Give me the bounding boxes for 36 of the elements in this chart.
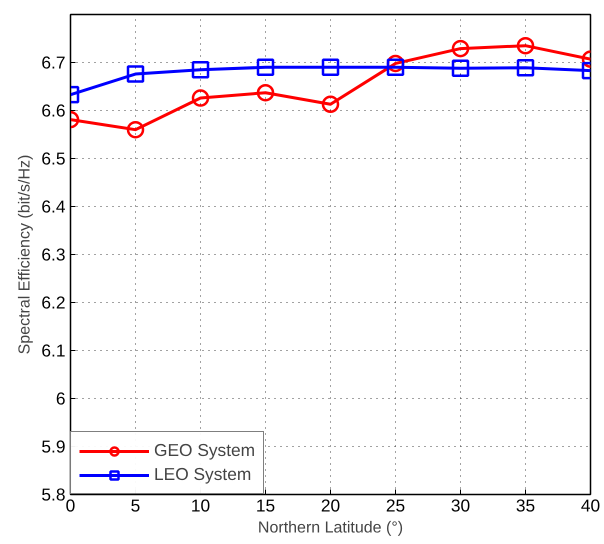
y-tick-label: 6.5 — [41, 148, 66, 168]
point — [516, 36, 534, 54]
x-tick-label: 35 — [516, 496, 536, 516]
point — [386, 58, 404, 76]
point — [516, 59, 534, 77]
y-tick-label: 6.7 — [41, 52, 66, 72]
y-axis-title: Spectral Efficiency (bit/s/Hz) — [16, 154, 34, 354]
y-tick-label: 5.8 — [41, 484, 66, 504]
x-tick-label: 0 — [66, 496, 76, 516]
x-tick-label: 30 — [450, 496, 470, 516]
point — [256, 58, 274, 76]
point — [192, 60, 210, 78]
x-tick-label: 5 — [130, 496, 140, 516]
x-tick-label: 10 — [190, 496, 210, 516]
legend-label: GEO System — [154, 440, 256, 461]
x-tick-label: 20 — [320, 496, 340, 516]
x-tick-label: 40 — [580, 496, 600, 516]
point — [322, 96, 340, 113]
point — [126, 65, 144, 83]
x-tick-label: 15 — [256, 496, 276, 516]
point — [256, 84, 274, 102]
point — [322, 58, 340, 76]
y-tick-label: 6.2 — [41, 292, 66, 312]
x-axis-title: Northern Latitude (°) — [258, 520, 404, 536]
point — [126, 120, 144, 138]
point — [452, 60, 470, 78]
y-tick-label: 6.3 — [41, 244, 66, 264]
y-tick-label: 6.6 — [41, 100, 66, 120]
y-tick-label: 6 — [56, 388, 66, 408]
point — [192, 89, 210, 107]
point — [452, 40, 470, 58]
y-tick-label: 5.9 — [41, 436, 66, 456]
y-tick-label: 6.1 — [41, 340, 66, 360]
legend-label: LEO System — [154, 464, 252, 485]
x-tick-label: 25 — [386, 496, 406, 516]
y-tick-label: 6.4 — [41, 196, 66, 216]
